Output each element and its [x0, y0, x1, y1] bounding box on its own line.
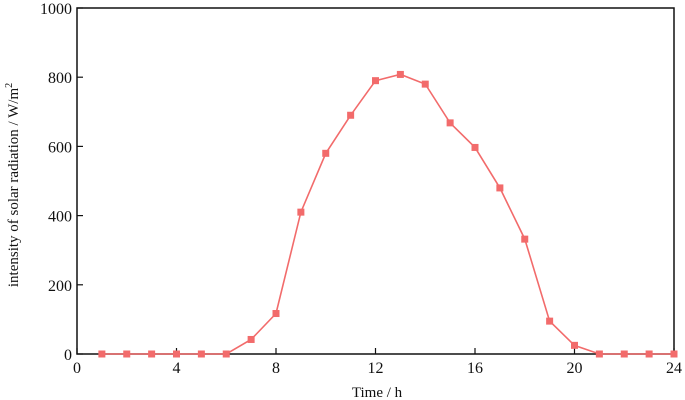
x-tick-label: 8 [272, 360, 280, 377]
data-point-marker [595, 350, 603, 358]
y-tick-label: 200 [48, 278, 72, 295]
data-point-marker [222, 350, 230, 358]
y-tick-label: 600 [48, 139, 72, 156]
data-point-marker [272, 310, 280, 318]
x-tick-label: 0 [73, 360, 81, 377]
data-point-marker [446, 119, 454, 127]
data-point-marker [372, 77, 379, 85]
data-point-marker [645, 350, 653, 358]
y-axis-title-superscript: 2 [4, 83, 15, 88]
data-point-marker [197, 350, 205, 358]
data-point-marker [98, 350, 106, 358]
series-group [98, 70, 678, 358]
data-point-marker [123, 350, 131, 358]
x-tick-label: 20 [567, 360, 583, 377]
data-point-marker [546, 317, 554, 325]
y-tick-label: 400 [48, 209, 72, 226]
data-point-marker [471, 143, 479, 151]
y-axis-ticks: 0 200 400 600 800 1000 [40, 1, 83, 364]
data-point-marker [620, 350, 628, 358]
y-tick-label: 800 [48, 70, 72, 87]
data-point-marker [496, 184, 504, 192]
x-axis-title: Time / h [352, 385, 403, 400]
x-tick-label: 4 [173, 360, 181, 377]
x-axis-ticks: 0 4 8 12 16 20 24 [73, 348, 682, 377]
data-point-marker [396, 70, 404, 78]
y-axis-title: intensity of solar radiation / W/m2 [4, 83, 22, 287]
data-point-marker [521, 235, 529, 243]
x-tick-label: 24 [666, 360, 682, 377]
data-point-marker [347, 111, 355, 119]
data-point-marker [247, 335, 255, 343]
data-point-marker [421, 80, 429, 88]
y-tick-label: 1000 [40, 1, 72, 18]
x-tick-label: 12 [368, 360, 384, 377]
data-point-marker [173, 350, 180, 358]
y-axis-title-main: intensity of solar radiation / W/m [6, 88, 22, 288]
x-tick-label: 16 [467, 360, 483, 377]
data-point-marker [670, 350, 678, 358]
data-point-marker [148, 350, 156, 358]
data-point-marker [322, 149, 330, 157]
data-point-marker [297, 208, 305, 216]
plot-frame [76, 7, 675, 355]
data-point-marker [571, 341, 578, 349]
y-tick-label: 0 [64, 347, 72, 364]
series-line [101, 73, 674, 355]
